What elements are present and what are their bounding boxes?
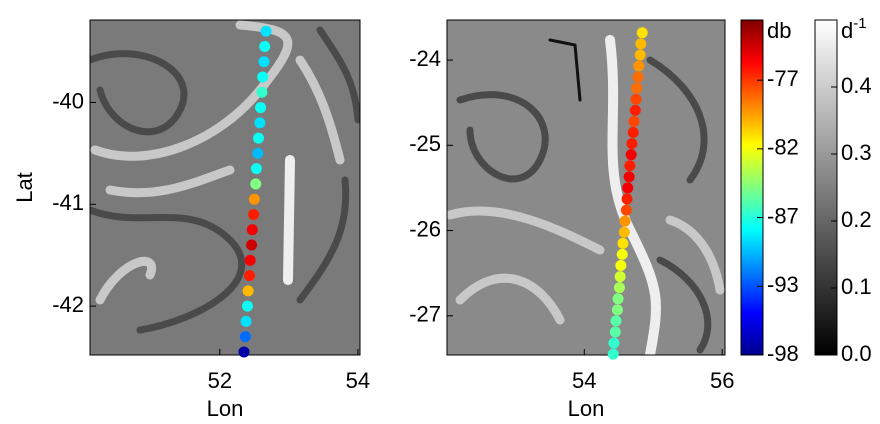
track-point <box>250 163 262 175</box>
track-point <box>239 331 251 343</box>
track-point <box>615 259 627 271</box>
track-point <box>629 104 641 116</box>
y-tick-label: -24 <box>409 46 441 71</box>
track-point <box>246 239 258 251</box>
track-point <box>635 38 647 50</box>
track-point <box>610 315 622 327</box>
track-point <box>624 160 636 172</box>
track-point <box>617 237 629 249</box>
track-point <box>636 27 648 39</box>
x-tick-label: 56 <box>710 368 734 393</box>
track-point <box>627 127 639 139</box>
y-tick-label: -40 <box>52 88 84 113</box>
track-point <box>241 300 253 312</box>
track-point <box>258 56 270 68</box>
track-point <box>619 215 631 227</box>
track-point <box>609 326 621 338</box>
track-point <box>630 93 642 105</box>
track-point <box>626 138 638 150</box>
colorbar-label: db <box>767 18 791 43</box>
colorbar-tick-label: -77 <box>767 66 799 91</box>
colorbar-tick-label: 0.0 <box>841 341 872 366</box>
colorbar-tick-label: 0.1 <box>841 274 872 299</box>
track-point <box>252 132 264 144</box>
track-point <box>255 102 267 114</box>
track-point <box>254 117 266 129</box>
track-point <box>246 224 258 236</box>
track-point <box>250 178 262 190</box>
track-point <box>238 346 250 358</box>
track-point <box>621 193 633 205</box>
colorbar-tick-label: 0.4 <box>841 73 872 98</box>
colorbar-tick-label: -87 <box>767 203 799 228</box>
colorbar-tick-label: 0.2 <box>841 207 872 232</box>
track-point <box>244 270 256 282</box>
track-point <box>611 304 623 316</box>
colorbar-tick-label: -93 <box>767 272 799 297</box>
track-point <box>622 182 634 194</box>
track-point <box>242 285 254 297</box>
x-tick-label: 54 <box>572 368 596 393</box>
colorbar <box>814 19 838 356</box>
track-point <box>252 147 264 159</box>
track-point <box>616 248 628 260</box>
unit-exponent: -1 <box>853 15 866 32</box>
y-tick-label: -25 <box>409 131 441 156</box>
track-point <box>633 60 645 72</box>
track-point <box>248 208 260 220</box>
track-point <box>614 271 626 283</box>
colorbar-label: d-1 <box>841 15 867 43</box>
x-tick-label: 52 <box>208 368 232 393</box>
axes-frame <box>446 19 726 356</box>
track-point <box>613 282 625 294</box>
colorbar-tick-label: -98 <box>767 341 799 366</box>
y-tick-label: -42 <box>52 292 84 317</box>
track-point <box>257 71 269 83</box>
track-point <box>244 254 256 266</box>
track-point <box>608 337 620 349</box>
track-point <box>256 86 268 98</box>
colorbar <box>740 19 764 356</box>
track-point <box>628 115 640 127</box>
unit-base: d <box>841 18 853 43</box>
background-field <box>90 20 360 355</box>
track-point <box>618 226 630 238</box>
track-point <box>620 204 632 216</box>
track-point <box>631 82 643 94</box>
track-point <box>259 40 271 52</box>
track-point <box>248 193 260 205</box>
track-point <box>260 25 272 37</box>
y-axis-label: Lat <box>12 172 37 203</box>
track-point <box>625 149 637 161</box>
background-field <box>447 20 725 355</box>
x-axis-label: Lon <box>207 396 244 421</box>
colorbar-tick-label: 0.3 <box>841 140 872 165</box>
x-axis-label: Lon <box>568 396 605 421</box>
colorbar-tick-label: -82 <box>767 135 799 160</box>
track-point <box>607 348 619 360</box>
track-point <box>634 49 646 61</box>
track-point <box>623 171 635 183</box>
track-point <box>240 315 252 327</box>
track-point <box>632 71 644 83</box>
track-point <box>612 293 624 305</box>
y-tick-label: -26 <box>409 216 441 241</box>
x-tick-label: 54 <box>346 368 370 393</box>
y-tick-label: -27 <box>409 302 441 327</box>
y-tick-label: -41 <box>52 190 84 215</box>
axes-frame <box>89 19 361 356</box>
